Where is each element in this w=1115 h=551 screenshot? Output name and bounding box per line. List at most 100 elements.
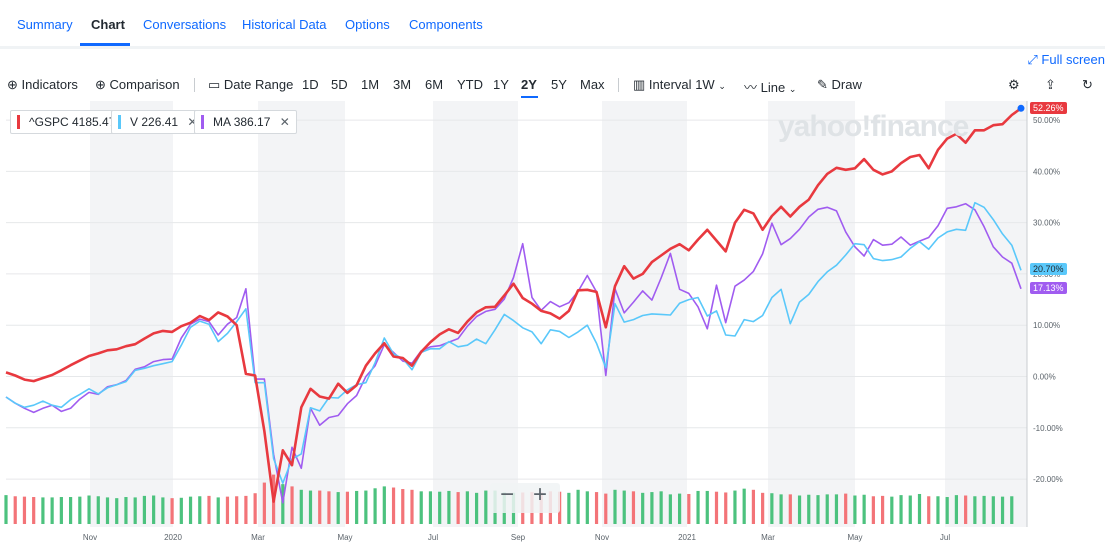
volume-bar bbox=[807, 494, 811, 524]
range-1d[interactable]: 1D bbox=[302, 77, 319, 92]
expand-icon: ⤢ bbox=[1027, 52, 1038, 67]
volume-bar bbox=[179, 497, 183, 524]
volume-bar bbox=[419, 491, 423, 524]
reset-icon[interactable]: ↻ bbox=[1082, 77, 1093, 92]
add-circle-icon: ⊕ bbox=[95, 77, 106, 92]
range-1m[interactable]: 1M bbox=[361, 77, 380, 92]
volume-bar bbox=[308, 490, 313, 524]
full-screen-button[interactable]: ⤢ Full screen bbox=[1027, 52, 1105, 68]
volume-bar bbox=[567, 492, 571, 524]
draw-button[interactable]: ✎ Draw bbox=[817, 77, 862, 93]
toolbar-divider bbox=[194, 78, 195, 92]
tab-components[interactable]: Components bbox=[409, 17, 483, 32]
zoom-in-icon[interactable]: + bbox=[533, 481, 548, 508]
volume-bar bbox=[899, 495, 903, 524]
volume-bar bbox=[225, 496, 230, 524]
range-1y[interactable]: 1Y bbox=[493, 77, 509, 92]
volume-bar bbox=[105, 497, 110, 524]
volume-bar bbox=[355, 490, 359, 524]
volume-bar bbox=[382, 486, 386, 524]
settings-gear-icon[interactable]: ⚙ bbox=[1008, 77, 1020, 92]
chevron-down-icon: ⌄ bbox=[788, 84, 797, 94]
range-2y[interactable]: 2Y bbox=[521, 77, 537, 92]
volume-bar bbox=[622, 490, 626, 524]
series-swatch bbox=[201, 115, 204, 129]
volume-bar bbox=[853, 495, 857, 524]
yahoo-finance-watermark: yahoo!finance bbox=[778, 110, 969, 143]
series-line-v[interactable] bbox=[5, 201, 1022, 485]
tab-chart[interactable]: Chart bbox=[91, 17, 125, 32]
remove-ma-close-icon[interactable]: ✕ bbox=[279, 115, 290, 129]
zoom-out-icon[interactable]: − bbox=[500, 481, 515, 508]
gspc-change-badge: 52.26% bbox=[1030, 101, 1067, 114]
volume-bar bbox=[484, 490, 488, 524]
v-change-badge: 20.70% bbox=[1030, 263, 1067, 276]
y-tick-label: -10.00% bbox=[1033, 424, 1063, 433]
volume-bar bbox=[253, 493, 257, 524]
volume-bar bbox=[235, 496, 239, 524]
range-5y[interactable]: 5Y bbox=[551, 77, 567, 92]
interval-dropdown[interactable]: ▥ Interval 1W ⌄ bbox=[633, 77, 726, 93]
series-line-gspc[interactable] bbox=[5, 107, 1022, 503]
y-tick-label: 0.00% bbox=[1033, 373, 1056, 382]
volume-bar bbox=[152, 495, 156, 524]
x-tick-label: Nov bbox=[595, 533, 609, 542]
range-ytd[interactable]: YTD bbox=[457, 77, 483, 92]
range-6m[interactable]: 6M bbox=[425, 77, 444, 92]
series-line-ma[interactable] bbox=[5, 202, 1022, 504]
series-swatch bbox=[118, 115, 121, 129]
volume-bar bbox=[142, 495, 147, 524]
x-tick-label: Jul bbox=[428, 533, 438, 542]
range-3m[interactable]: 3M bbox=[393, 77, 412, 92]
month-band bbox=[90, 101, 173, 527]
tab-conversations[interactable]: Conversations bbox=[143, 17, 227, 32]
indicators-button[interactable]: ⊕ Indicators bbox=[7, 77, 78, 93]
volume-bar bbox=[576, 489, 580, 524]
volume-bar bbox=[474, 492, 479, 524]
volume-bar bbox=[779, 494, 783, 524]
range-5d[interactable]: 5D bbox=[331, 77, 348, 92]
volume-bar bbox=[973, 496, 977, 524]
volume-bar bbox=[133, 497, 137, 524]
volume-bar bbox=[32, 497, 36, 524]
chart-type-dropdown[interactable]: 〰 Line ⌄ bbox=[744, 77, 796, 96]
volume-bar bbox=[890, 496, 894, 524]
share-icon[interactable]: ⇪ bbox=[1045, 77, 1056, 92]
comparison-label: Comparison bbox=[109, 77, 180, 92]
volume-bar bbox=[687, 493, 691, 524]
legend-chip-gspc: ^GSPC 4185.47 bbox=[10, 110, 123, 134]
volume-bar bbox=[825, 494, 829, 524]
volume-bar bbox=[936, 496, 940, 524]
volume-bar bbox=[456, 492, 460, 524]
volume-bar bbox=[78, 496, 82, 524]
volume-bar bbox=[816, 495, 820, 524]
series-swatch bbox=[17, 115, 20, 129]
volume-bar bbox=[124, 497, 128, 524]
volume-bar bbox=[170, 498, 174, 524]
volume-bar bbox=[1000, 496, 1005, 524]
tab-summary[interactable]: Summary bbox=[17, 17, 73, 32]
volume-bar bbox=[13, 496, 17, 524]
volume-bar bbox=[751, 489, 756, 524]
volume-bar bbox=[438, 491, 442, 524]
tab-options[interactable]: Options bbox=[345, 17, 390, 32]
volume-bar bbox=[4, 495, 8, 524]
range-max[interactable]: Max bbox=[580, 77, 605, 92]
legend-value: 226.41 bbox=[141, 115, 179, 129]
comparison-button[interactable]: ⊕ Comparison bbox=[95, 77, 180, 93]
volume-bar bbox=[290, 486, 294, 524]
volume-bar bbox=[188, 496, 193, 524]
tab-historical-data[interactable]: Historical Data bbox=[242, 17, 327, 32]
volume-bar bbox=[327, 491, 331, 524]
volume-bar bbox=[677, 493, 682, 524]
volume-bar bbox=[797, 495, 802, 524]
volume-bar bbox=[281, 484, 285, 524]
volume-bar bbox=[871, 496, 875, 524]
volume-bar bbox=[604, 493, 608, 524]
y-tick-label: 40.00% bbox=[1033, 167, 1060, 176]
date-range-button[interactable]: ▭ Date Range bbox=[208, 77, 293, 93]
legend-chip-v: V 226.41 ✕ bbox=[111, 110, 205, 134]
remove-v-close-icon[interactable]: ✕ bbox=[187, 115, 198, 129]
active-tab-indicator bbox=[80, 43, 130, 46]
